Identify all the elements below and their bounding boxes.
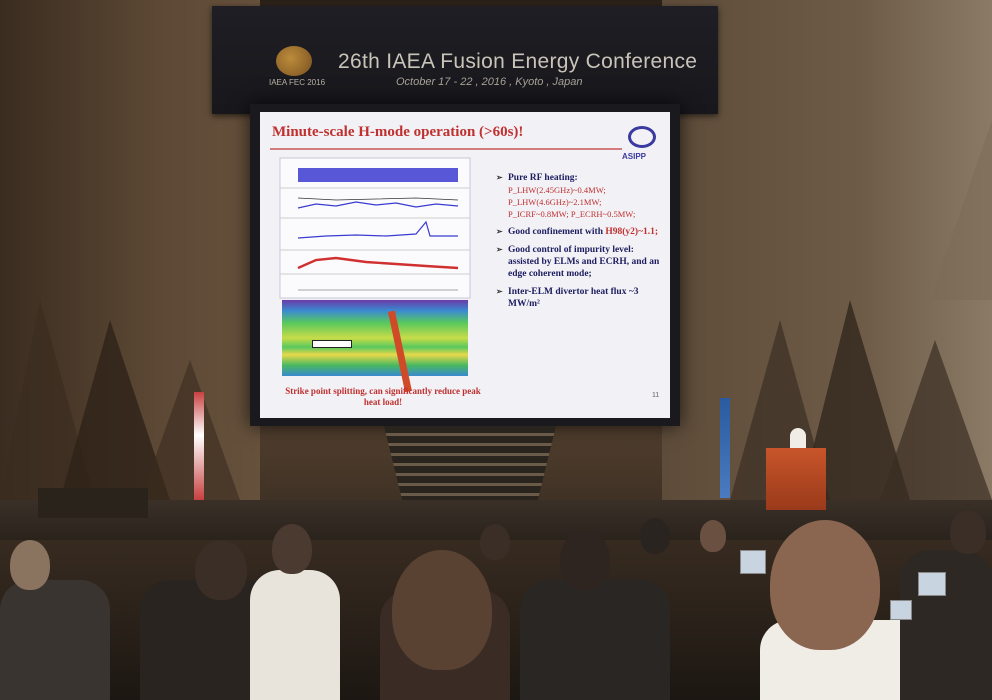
iaea-logo xyxy=(276,46,312,76)
audience-member xyxy=(10,540,50,590)
slide-bullet-list: Pure RF heating: P_LHW(2.45GHz)~0.4MW; P… xyxy=(496,172,664,316)
spectrogram-label-box xyxy=(312,340,352,348)
slide-spectrogram xyxy=(282,300,468,376)
projection-screen: Minute-scale H-mode operation (>60s)! AS… xyxy=(260,112,670,418)
audience-member xyxy=(272,524,312,574)
slide-page-number: 11 xyxy=(652,392,660,399)
audience xyxy=(0,510,992,700)
speaker-figure xyxy=(790,428,806,450)
left-flag xyxy=(194,392,204,500)
banner-title: 26th IAEA Fusion Energy Conference xyxy=(338,50,698,73)
asipp-logo-icon xyxy=(628,126,656,148)
bullet-sub: P_LHW(2.45GHz)~0.4MW; P_LHW(4.6GHz)~2.1M… xyxy=(508,185,636,219)
slide-title: Minute-scale H-mode operation (>60s)! xyxy=(272,124,524,140)
podium xyxy=(766,448,826,510)
laptop xyxy=(740,550,766,574)
audience-member xyxy=(195,540,247,600)
banner-date: October 17 - 22 , 2016 , Kyoto , Japan xyxy=(396,76,583,88)
bullet-label: Good confinement with xyxy=(508,227,603,237)
slide-title-rule xyxy=(270,148,622,150)
right-flag xyxy=(720,398,730,498)
audience-member xyxy=(950,510,986,554)
under-screen-vent xyxy=(384,426,556,510)
banner-logo-caption: IAEA FEC 2016 xyxy=(268,78,326,87)
bullet-rf-heating: Pure RF heating: P_LHW(2.45GHz)~0.4MW; P… xyxy=(496,172,664,220)
bullet-heat-flux: Inter-ELM divertor heat flux ~3 MW/m² xyxy=(496,286,664,310)
audience-member xyxy=(480,524,510,560)
chair-table xyxy=(38,488,148,518)
bullet-confinement: Good confinement with H98(y2)~1.1; xyxy=(496,226,664,238)
slide-timetrace-plots xyxy=(279,157,471,299)
audience-member xyxy=(250,570,340,700)
laptop xyxy=(918,572,946,596)
slide-caption: Strike point splitting, can significantl… xyxy=(285,386,481,407)
slide-logo-label: ASIPP xyxy=(622,152,647,161)
bullet-highlight: H98(y2)~1.1; xyxy=(605,227,659,237)
laptop xyxy=(890,600,912,620)
audience-member xyxy=(560,530,610,590)
bullet-label: Good control of impurity level: assisted… xyxy=(508,245,660,279)
audience-member xyxy=(640,518,670,554)
audience-member xyxy=(0,580,110,700)
audience-member xyxy=(770,520,880,650)
audience-member xyxy=(520,580,670,700)
audience-member xyxy=(392,550,492,670)
bullet-label: Inter-ELM divertor heat flux ~3 MW/m² xyxy=(508,287,639,309)
audience-member xyxy=(700,520,726,552)
bullet-impurity: Good control of impurity level: assisted… xyxy=(496,244,664,280)
bullet-label: Pure RF heating: xyxy=(508,173,578,183)
audience-member xyxy=(900,550,992,700)
